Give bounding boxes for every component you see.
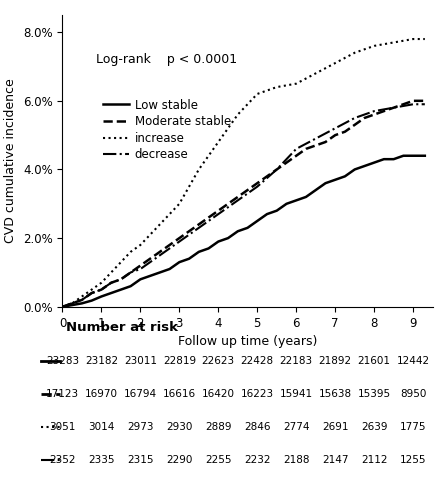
Text: 23011: 23011	[124, 356, 157, 366]
X-axis label: Follow up time (years): Follow up time (years)	[178, 335, 317, 348]
Text: 2255: 2255	[205, 455, 231, 465]
Text: 8950: 8950	[400, 388, 426, 398]
Text: 2846: 2846	[244, 422, 271, 432]
Text: 2639: 2639	[361, 422, 388, 432]
Text: 16616: 16616	[163, 388, 196, 398]
Text: 15941: 15941	[280, 388, 313, 398]
Text: 2774: 2774	[283, 422, 310, 432]
Text: 15638: 15638	[318, 388, 352, 398]
Text: 2232: 2232	[244, 455, 271, 465]
Text: Number at risk: Number at risk	[66, 322, 178, 334]
Text: Log-rank    p < 0.0001: Log-rank p < 0.0001	[96, 53, 237, 66]
Text: 3014: 3014	[88, 422, 115, 432]
Text: 15395: 15395	[358, 388, 391, 398]
Text: 22183: 22183	[280, 356, 313, 366]
Text: 2691: 2691	[322, 422, 348, 432]
Text: 17123: 17123	[46, 388, 79, 398]
Legend: Low stable, Moderate stable, increase, decrease: Low stable, Moderate stable, increase, d…	[98, 94, 235, 166]
Text: 2335: 2335	[88, 455, 115, 465]
Text: 1775: 1775	[400, 422, 426, 432]
Text: 2112: 2112	[361, 455, 388, 465]
Text: 2930: 2930	[166, 422, 193, 432]
Text: 22623: 22623	[202, 356, 235, 366]
Text: 12442: 12442	[396, 356, 429, 366]
Text: 16420: 16420	[202, 388, 235, 398]
Text: 23182: 23182	[85, 356, 118, 366]
Text: 21892: 21892	[318, 356, 352, 366]
Text: 2352: 2352	[49, 455, 76, 465]
Text: 2889: 2889	[205, 422, 231, 432]
Text: 2973: 2973	[127, 422, 153, 432]
Text: 3051: 3051	[49, 422, 76, 432]
Text: 21601: 21601	[358, 356, 391, 366]
Text: 23283: 23283	[46, 356, 79, 366]
Text: 2147: 2147	[322, 455, 348, 465]
Text: 2290: 2290	[166, 455, 193, 465]
Text: 16794: 16794	[124, 388, 157, 398]
Text: 16223: 16223	[241, 388, 274, 398]
Text: 16970: 16970	[85, 388, 118, 398]
Text: 22428: 22428	[241, 356, 274, 366]
Text: 2315: 2315	[127, 455, 153, 465]
Text: 22819: 22819	[163, 356, 196, 366]
Text: 2188: 2188	[283, 455, 310, 465]
Y-axis label: CVD cumulative incidence: CVD cumulative incidence	[4, 78, 17, 243]
Text: 1255: 1255	[400, 455, 426, 465]
